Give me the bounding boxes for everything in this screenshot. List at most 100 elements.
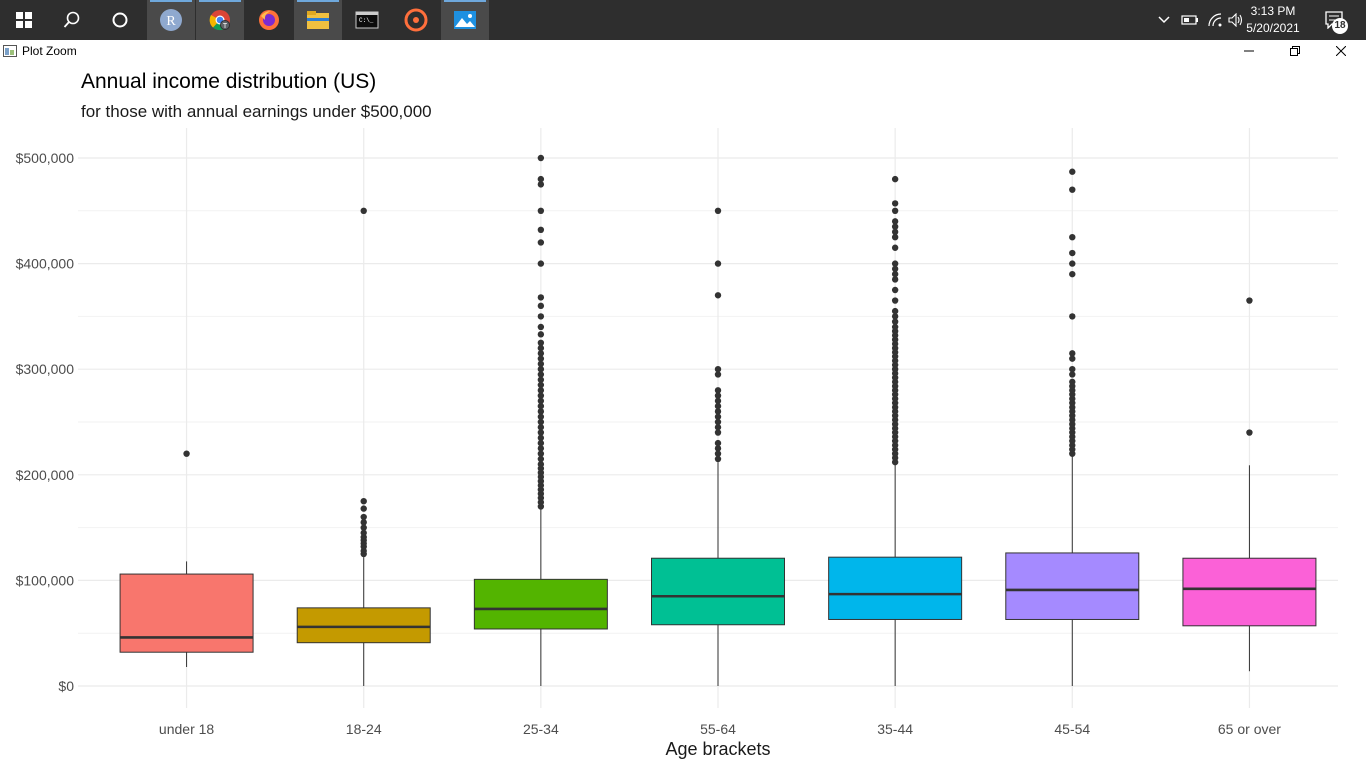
outlier-point bbox=[537, 355, 545, 362]
speaker-icon[interactable] bbox=[1227, 10, 1245, 30]
outlier-point bbox=[891, 307, 899, 315]
firefox-icon[interactable] bbox=[245, 0, 293, 40]
x-tick-label: under 18 bbox=[159, 721, 214, 737]
outlier-point bbox=[1069, 371, 1076, 378]
outlier-point bbox=[537, 339, 545, 346]
outlier-point bbox=[714, 418, 722, 426]
outlier-point bbox=[537, 455, 545, 463]
outlier-point bbox=[714, 408, 722, 415]
outlier-point bbox=[183, 450, 190, 457]
r-app-icon[interactable]: R bbox=[147, 0, 195, 40]
outlier-point bbox=[360, 498, 367, 505]
outlier-point bbox=[360, 505, 367, 512]
outlier-point bbox=[360, 207, 367, 214]
clock[interactable]: 3:13 PM 5/20/2021 bbox=[1238, 3, 1308, 37]
outlier-point bbox=[1069, 355, 1076, 362]
outlier-point bbox=[714, 424, 722, 431]
outlier-point bbox=[537, 260, 545, 267]
outlier-point bbox=[891, 234, 899, 241]
outlier-point bbox=[360, 524, 367, 531]
outlier-point bbox=[891, 228, 899, 236]
box bbox=[119, 573, 254, 653]
outlier-point bbox=[537, 331, 545, 338]
outlier-point bbox=[891, 218, 899, 225]
outlier-point bbox=[537, 445, 545, 452]
outlier-point bbox=[714, 445, 722, 452]
chevron-up-icon[interactable] bbox=[1156, 10, 1172, 30]
box bbox=[828, 556, 963, 620]
wifi-icon[interactable] bbox=[1206, 10, 1224, 30]
notification-count-badge: 18 bbox=[1332, 18, 1348, 34]
outlier-point bbox=[891, 286, 899, 294]
svg-text:C:\_: C:\_ bbox=[359, 17, 374, 24]
box bbox=[651, 557, 785, 626]
x-tick-label: 65 or over bbox=[1218, 721, 1281, 737]
y-tick-label: $200,000 bbox=[16, 467, 75, 483]
x-tick-label: 45-54 bbox=[1054, 721, 1090, 737]
outlier-point bbox=[1069, 234, 1076, 241]
outlier-point bbox=[537, 323, 545, 331]
y-tick-label: $300,000 bbox=[16, 361, 75, 377]
outlier-point bbox=[891, 200, 899, 207]
box bbox=[473, 578, 608, 630]
x-tick-label: 25-34 bbox=[523, 721, 559, 737]
outlier-point bbox=[537, 226, 545, 234]
outlier-point bbox=[1069, 270, 1076, 278]
outlier-point bbox=[714, 397, 722, 405]
x-tick-label: 55-64 bbox=[700, 721, 736, 737]
outlier-point bbox=[537, 154, 545, 162]
x-axis-label: Age brackets bbox=[665, 739, 771, 759]
close-button[interactable] bbox=[1318, 40, 1364, 62]
outlier-point bbox=[537, 360, 545, 368]
outlier-point bbox=[537, 450, 545, 457]
outlier-point bbox=[1069, 366, 1076, 373]
outlier-point bbox=[537, 381, 545, 389]
outlier-point bbox=[537, 424, 545, 431]
outlier-point bbox=[714, 366, 722, 373]
chart-subtitle: for those with annual earnings under $50… bbox=[81, 102, 432, 121]
outlier-point bbox=[714, 207, 722, 214]
outlier-point bbox=[537, 175, 545, 183]
outlier-point bbox=[714, 429, 722, 436]
minimize-button[interactable] bbox=[1226, 40, 1272, 62]
outlier-point bbox=[1069, 260, 1076, 267]
photos-icon[interactable] bbox=[441, 0, 489, 40]
outlier-point bbox=[537, 207, 545, 214]
windows-start-icon[interactable] bbox=[0, 0, 48, 40]
battery-icon[interactable] bbox=[1180, 10, 1200, 30]
outlier-point bbox=[891, 175, 899, 183]
outlier-point bbox=[891, 318, 899, 325]
taskbar: R T C:\_ 3:13 PM 5/20/2021 18 bbox=[0, 0, 1366, 40]
plot-window-icon bbox=[3, 44, 17, 62]
outlier-point bbox=[360, 513, 367, 521]
outlier-point bbox=[891, 276, 899, 283]
outlier-point bbox=[360, 519, 367, 526]
outlier-point bbox=[537, 402, 545, 410]
outlier-point bbox=[891, 313, 899, 320]
file-explorer-icon[interactable] bbox=[294, 0, 342, 40]
outlier-point bbox=[537, 313, 545, 320]
cortana-icon[interactable] bbox=[96, 0, 144, 40]
outlier-point bbox=[1069, 186, 1076, 193]
y-tick-label: $0 bbox=[58, 678, 74, 694]
box bbox=[1005, 552, 1140, 620]
outlier-point bbox=[537, 439, 545, 447]
y-tick-label: $100,000 bbox=[16, 572, 75, 588]
outlier-point bbox=[537, 408, 545, 415]
outlier-point bbox=[714, 292, 722, 299]
search-icon[interactable] bbox=[48, 0, 96, 40]
terminal-icon[interactable]: C:\_ bbox=[343, 0, 391, 40]
outlier-point bbox=[537, 344, 545, 352]
chrome-icon[interactable]: T bbox=[196, 0, 244, 40]
media-player-icon[interactable] bbox=[392, 0, 440, 40]
clock-time: 3:13 PM bbox=[1250, 4, 1296, 18]
clock-date: 5/20/2021 bbox=[1246, 21, 1300, 35]
outlier-point bbox=[891, 260, 899, 267]
outlier-point bbox=[891, 244, 899, 251]
restore-button[interactable] bbox=[1272, 40, 1318, 62]
outlier-point bbox=[714, 439, 722, 447]
outlier-point bbox=[1246, 429, 1253, 436]
outlier-point bbox=[1069, 249, 1076, 257]
outlier-point bbox=[537, 366, 545, 373]
outlier-point bbox=[1069, 313, 1076, 320]
